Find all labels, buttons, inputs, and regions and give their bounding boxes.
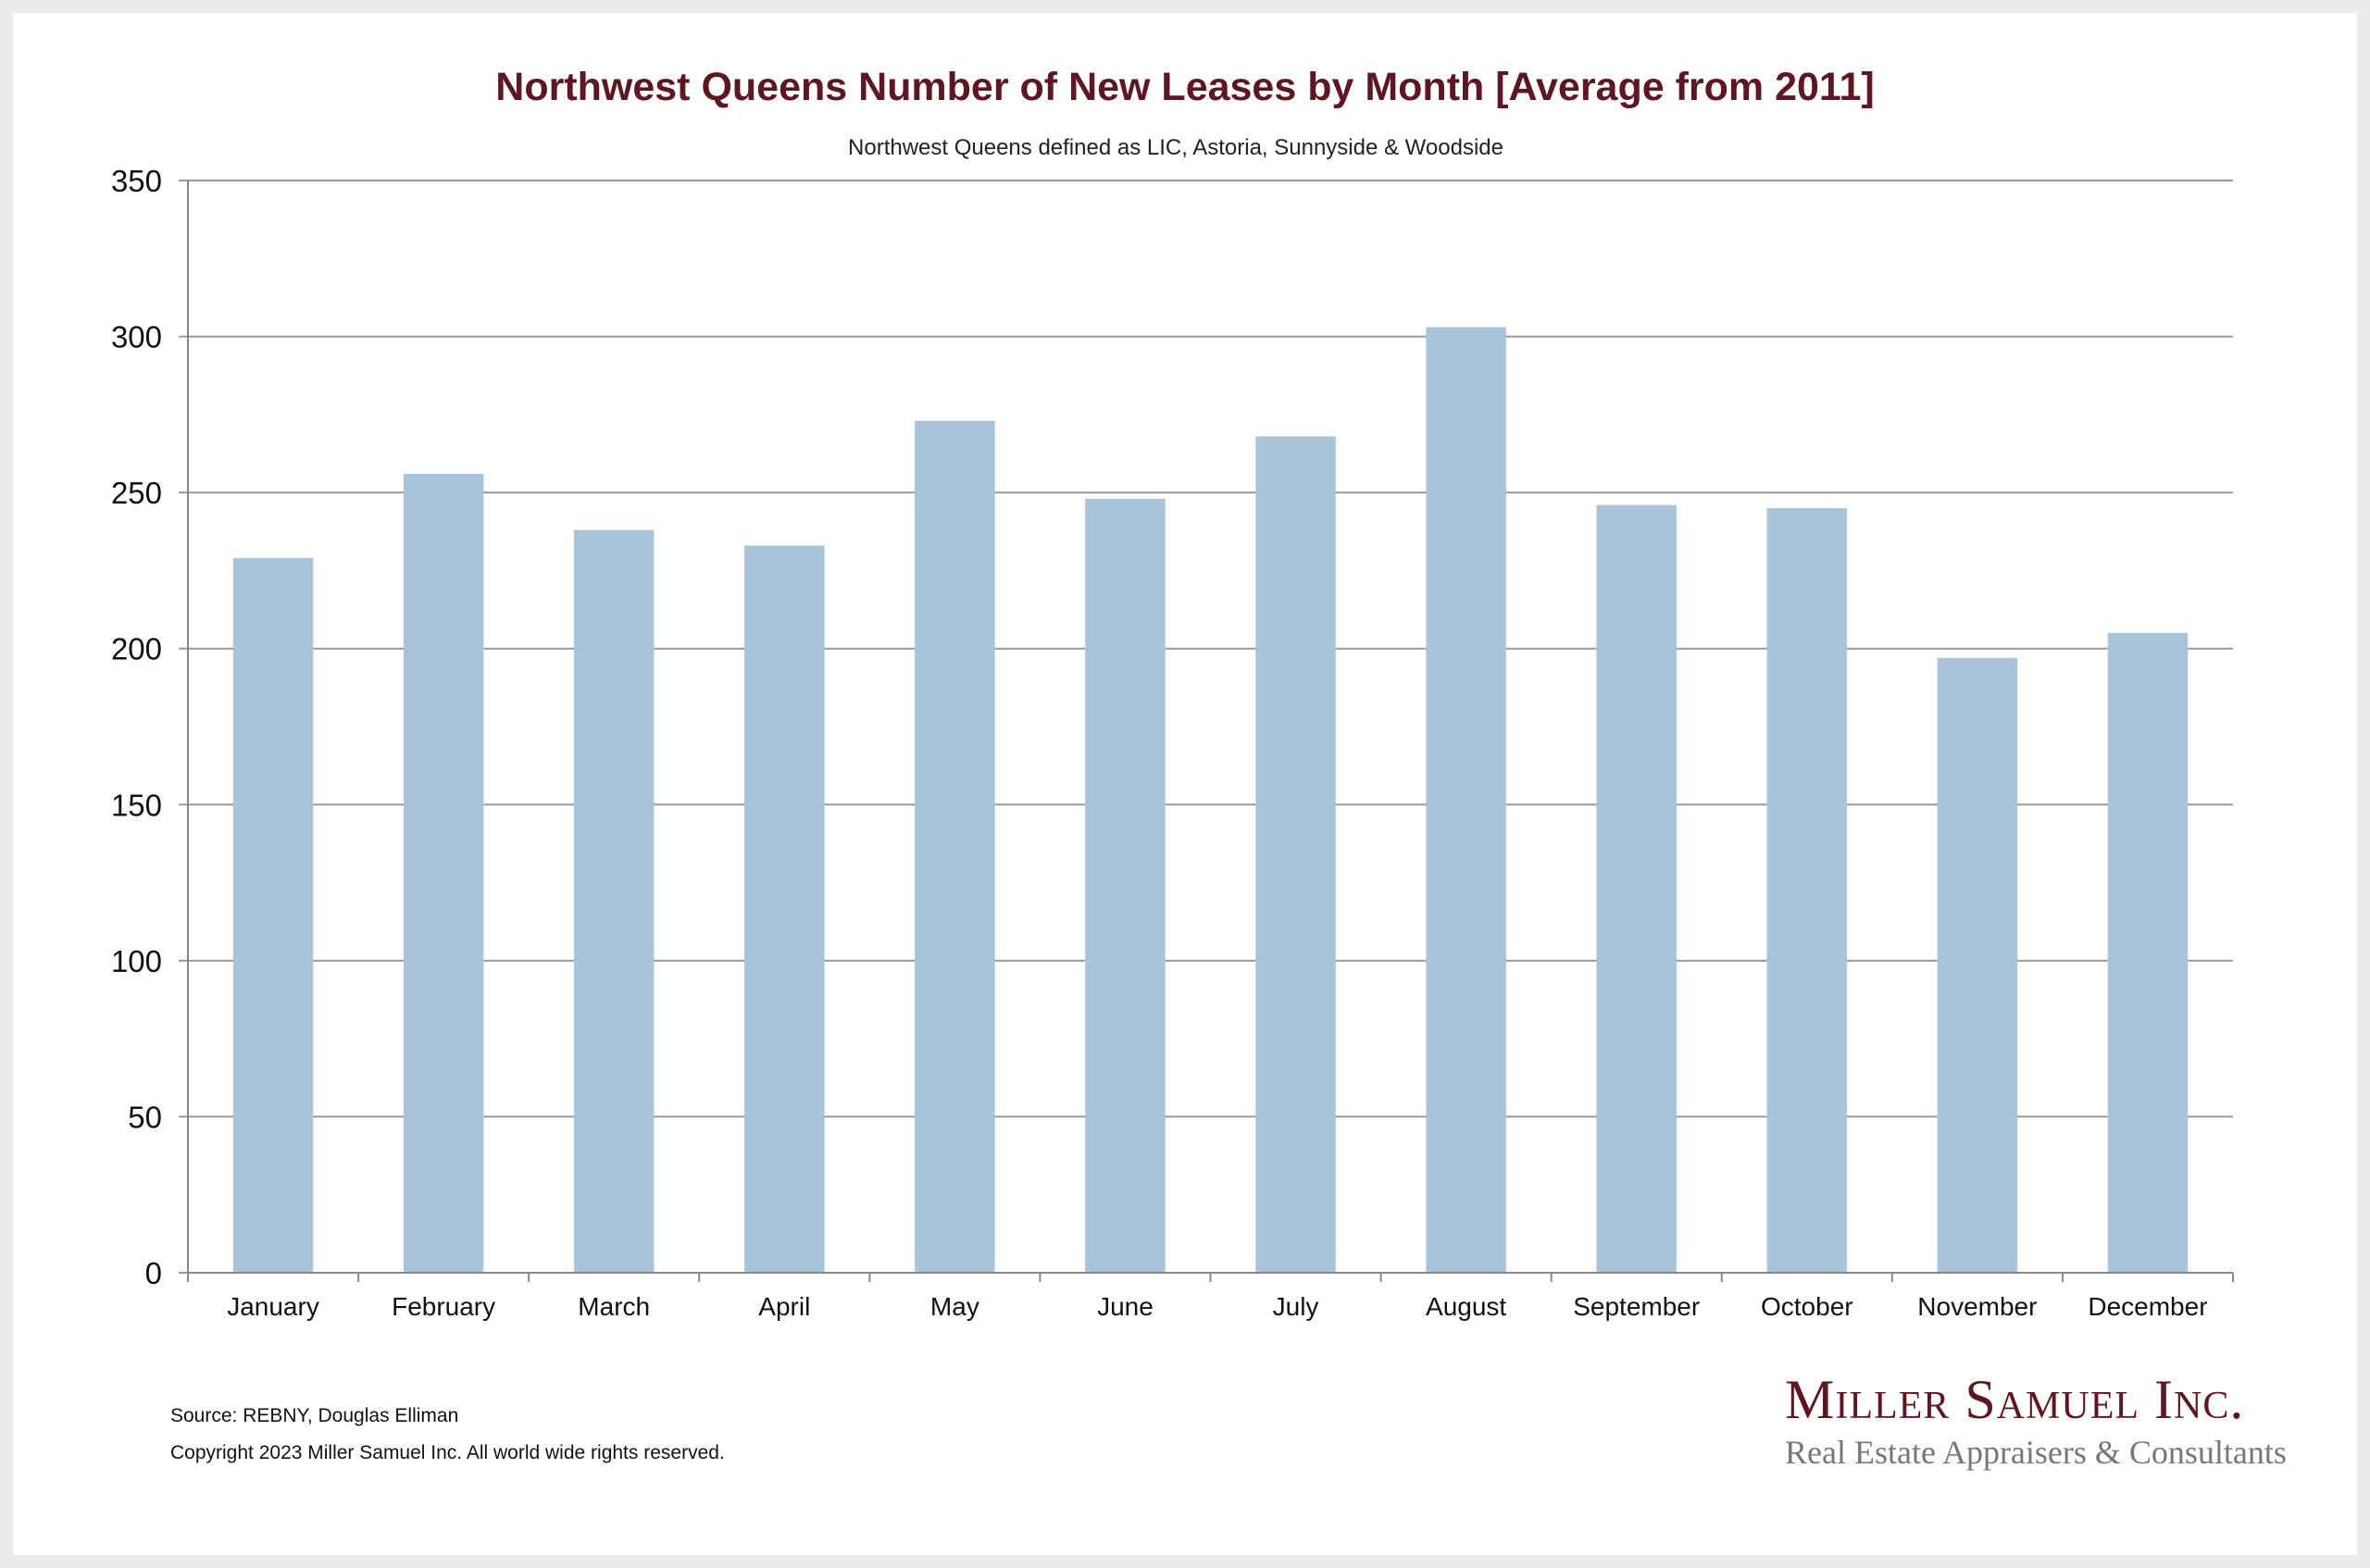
bar-november bbox=[1937, 657, 2018, 1273]
copyright-note: Copyright 2023 Miller Samuel Inc. All wo… bbox=[170, 1442, 725, 1463]
x-category-label: October bbox=[1761, 1292, 1853, 1321]
bar-july bbox=[1255, 436, 1336, 1273]
bar-october bbox=[1766, 508, 1848, 1273]
x-category-label: June bbox=[1097, 1292, 1154, 1321]
bar-august bbox=[1426, 327, 1506, 1273]
bar-march bbox=[573, 529, 655, 1273]
x-category-label: May bbox=[930, 1292, 979, 1321]
y-tick-label: 200 bbox=[111, 632, 162, 666]
bar-january bbox=[232, 557, 314, 1273]
y-tick-label: 50 bbox=[128, 1100, 162, 1134]
y-tick-label: 300 bbox=[111, 320, 162, 355]
chart-title: Northwest Queens Number of New Leases by… bbox=[495, 65, 1875, 109]
x-category-label: September bbox=[1573, 1292, 1700, 1321]
x-category-label: November bbox=[1917, 1292, 2037, 1321]
x-category-label: March bbox=[578, 1292, 650, 1321]
bar-may bbox=[915, 420, 995, 1274]
logo-name: Miller Samuel Inc. bbox=[1785, 1369, 2245, 1430]
company-logo: Miller Samuel Inc. Real Estate Appraiser… bbox=[1785, 1372, 2287, 1472]
y-tick-label: 350 bbox=[111, 164, 162, 198]
y-tick-label: 0 bbox=[145, 1256, 162, 1290]
x-category-label: August bbox=[1426, 1292, 1506, 1321]
bar-april bbox=[744, 545, 825, 1273]
x-category-label: April bbox=[758, 1292, 810, 1321]
chart-subtitle: Northwest Queens defined as LIC, Astoria… bbox=[848, 135, 1503, 160]
bar-june bbox=[1085, 498, 1166, 1273]
bar-december bbox=[2107, 632, 2189, 1273]
y-tick-label: 250 bbox=[111, 476, 162, 510]
x-category-label: February bbox=[392, 1292, 495, 1321]
bar-february bbox=[403, 473, 484, 1273]
bar-september bbox=[1596, 504, 1677, 1273]
logo-tagline: Real Estate Appraisers & Consultants bbox=[1785, 1434, 2287, 1471]
y-tick-label: 100 bbox=[111, 944, 162, 978]
source-note: Source: REBNY, Douglas Elliman bbox=[170, 1405, 459, 1426]
x-category-label: January bbox=[227, 1292, 319, 1321]
y-tick-label: 150 bbox=[111, 788, 162, 822]
x-category-label: July bbox=[1273, 1292, 1319, 1321]
x-category-label: December bbox=[2088, 1292, 2207, 1321]
